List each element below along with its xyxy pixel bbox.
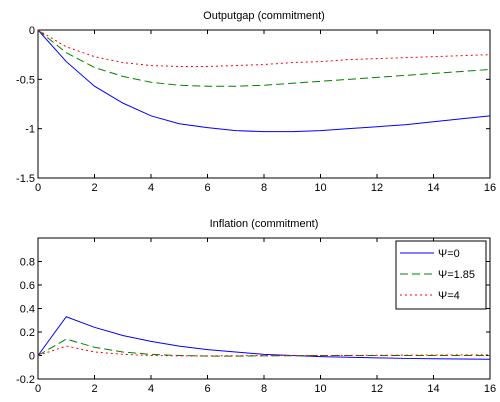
x-tick-label: 16 [484,383,496,395]
x-tick-label: 0 [35,383,41,395]
inflation-chart: Inflation (commitment) 0 2 4 6 8 10 12 14 16 -0.2… [16,218,496,395]
x-tick-label: 6 [204,182,210,194]
x-tick-label: 6 [204,383,210,395]
x-tick-label: 8 [261,182,267,194]
series-lines [37,316,491,360]
y-tick-label: 0.2 [20,327,35,339]
x-tick-label: 4 [148,383,154,395]
x-tick-label: 14 [427,182,439,194]
chart-title: Inflation (commitment) [210,218,319,230]
series-line [37,29,491,133]
y-tick-label: 0 [29,351,35,363]
y-tick-label: -1 [25,124,35,136]
legend: Ψ=0 Ψ=1.85 Ψ=4 [395,240,487,310]
chart-title: Outputgap (commitment) [203,10,325,22]
x-tick-label: 0 [35,182,41,194]
x-tick-label: 10 [314,383,326,395]
y-tick-label: 0.6 [20,280,35,292]
y-tick-label: -0.5 [16,74,35,86]
legend-label: Ψ=1.85 [438,269,475,281]
legend-label: Ψ=4 [438,290,460,302]
axis-ticks: 0 2 4 6 8 10 12 14 16 0 -0.5 -1 -1.5 [16,25,496,194]
x-tick-label: 8 [261,383,267,395]
x-tick-label: 10 [314,182,326,194]
y-tick-label: 0.4 [20,304,35,316]
series-line [37,29,491,87]
x-tick-label: 16 [484,182,496,194]
series-lines [37,29,491,133]
y-tick-label: -1.5 [16,173,35,185]
x-tick-label: 12 [371,182,383,194]
x-tick-label: 4 [148,182,154,194]
plot-area [37,29,491,179]
legend-label: Ψ=0 [438,248,460,260]
y-tick-label: 0 [29,25,35,37]
y-tick-label: 0.8 [20,257,35,269]
x-tick-label: 12 [371,383,383,395]
y-tick-label: -0.2 [16,374,35,386]
series-line [37,316,491,360]
x-tick-label: 2 [91,383,97,395]
x-tick-label: 2 [91,182,97,194]
series-line [37,338,490,357]
x-tick-label: 14 [427,383,439,395]
outputgap-chart: Outputgap (commitment) 0 2 4 6 8 10 12 14 16 0 -0.… [16,10,496,194]
legend-box [395,240,487,310]
